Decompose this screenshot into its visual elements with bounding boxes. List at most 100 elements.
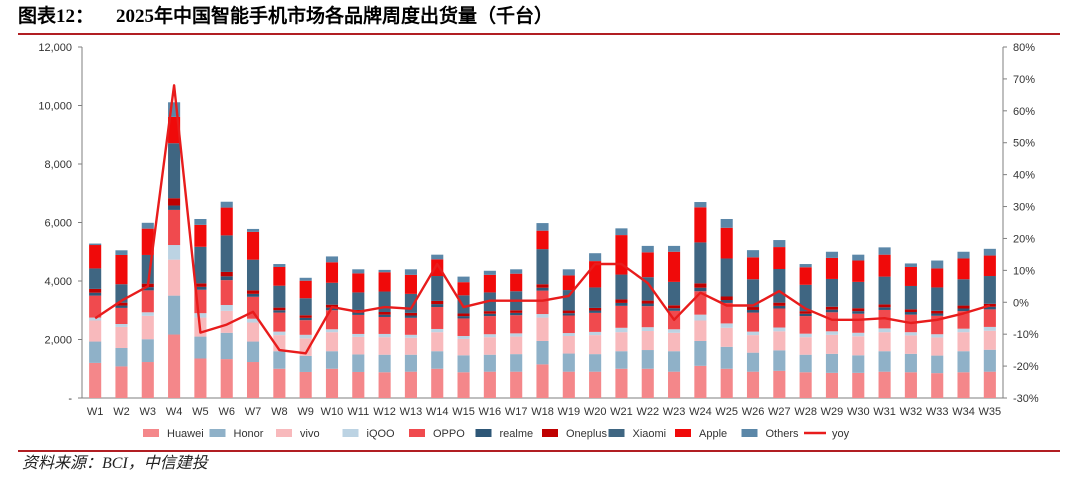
bar-segment-honor bbox=[483, 354, 496, 372]
bar-segment-others bbox=[194, 218, 207, 225]
bar-segment-apple bbox=[220, 207, 233, 236]
bar-segment-huawei bbox=[852, 372, 865, 398]
legend-swatch-huawei bbox=[143, 429, 159, 437]
bar-segment-vivo bbox=[246, 322, 260, 342]
x-tick-label: W7 bbox=[245, 406, 262, 418]
bar-segment-oppo bbox=[115, 307, 128, 324]
bar-segment-huawei bbox=[325, 368, 339, 398]
bar-segment-apple bbox=[457, 282, 470, 296]
bar-segment-iqoo bbox=[483, 334, 496, 338]
bar-segment-honor bbox=[589, 354, 602, 372]
bar-segment-honor bbox=[194, 336, 207, 359]
bar-segment-iqoo bbox=[352, 333, 365, 337]
bar-segment-oneplus bbox=[168, 198, 181, 206]
legend-label-iqoo: iQOO bbox=[367, 428, 396, 440]
right-tick-label: -30% bbox=[1013, 393, 1039, 405]
bar-segment-others bbox=[536, 223, 549, 231]
x-tick-label: W35 bbox=[979, 406, 1002, 418]
bar-segment-realme bbox=[483, 313, 496, 317]
x-tick-label: W23 bbox=[663, 406, 686, 418]
bar-segment-iqoo bbox=[457, 335, 470, 339]
x-tick-label: W15 bbox=[452, 406, 475, 418]
bar-segment-others bbox=[273, 264, 286, 267]
bar-segment-vivo bbox=[641, 331, 654, 351]
bar-segment-iqoo bbox=[694, 314, 707, 321]
bar-segment-honor bbox=[746, 352, 760, 372]
bar-segment-realme bbox=[641, 303, 654, 307]
bar-segment-vivo bbox=[615, 332, 628, 352]
bar-segment-iqoo bbox=[378, 333, 391, 338]
bar-segment-oneplus bbox=[431, 300, 444, 305]
bar-segment-realme bbox=[720, 300, 733, 303]
bar-segment-apple bbox=[510, 273, 523, 292]
bar-segment-xiaomi bbox=[878, 276, 891, 305]
bar-segment-oneplus bbox=[457, 313, 470, 317]
bar-segment-others bbox=[589, 253, 602, 262]
bar-segment-oneplus bbox=[668, 305, 681, 309]
bar-segment-apple bbox=[641, 252, 654, 278]
bar-segment-others bbox=[799, 264, 812, 268]
bar-segment-realme bbox=[352, 312, 365, 315]
bar-segment-huawei bbox=[904, 372, 917, 398]
left-tick-label: 6,000 bbox=[44, 218, 72, 230]
x-tick-label: W4 bbox=[166, 406, 183, 418]
legend-label-apple: Apple bbox=[699, 428, 727, 440]
bar-segment-vivo bbox=[352, 336, 365, 355]
legend-label-others: Others bbox=[766, 428, 800, 440]
bar-segment-honor bbox=[378, 354, 391, 373]
bar-segment-apple bbox=[904, 266, 917, 286]
bar-segment-others bbox=[852, 254, 865, 261]
bar-segment-oppo bbox=[641, 306, 654, 328]
bar-segment-vivo bbox=[589, 335, 602, 355]
bar-segment-oneplus bbox=[799, 311, 812, 314]
bar-segment-others bbox=[983, 248, 996, 256]
bar-segment-huawei bbox=[273, 368, 286, 398]
bar-segment-xiaomi bbox=[852, 281, 865, 309]
bar-segment-oneplus bbox=[931, 310, 944, 314]
weekly-shipments-chart: - 2,000 4,000 6,000 8,000 10,000 12,000 -30% -20… bbox=[38, 42, 1039, 440]
bar-segment-honor bbox=[694, 340, 707, 366]
bar-segment-xiaomi bbox=[931, 287, 944, 311]
left-tick-label: 12,000 bbox=[38, 42, 72, 54]
bar-segment-others bbox=[220, 201, 233, 208]
bar-segment-vivo bbox=[510, 336, 523, 355]
bar-segment-others bbox=[746, 250, 760, 258]
x-tick-label: W5 bbox=[192, 406, 209, 418]
bar-segment-realme bbox=[615, 302, 628, 306]
legend-label-honor: Honor bbox=[234, 428, 264, 440]
bar-segment-vivo bbox=[720, 327, 733, 347]
bar-segment-iqoo bbox=[931, 334, 944, 338]
bar-segment-honor bbox=[352, 354, 365, 372]
bar-segment-oppo bbox=[799, 316, 812, 334]
bar-segment-iqoo bbox=[983, 326, 996, 331]
bar-segment-iqoo bbox=[220, 304, 233, 311]
bar-segment-huawei bbox=[457, 372, 470, 398]
bar-segment-realme bbox=[299, 317, 312, 321]
bar-segment-apple bbox=[536, 230, 549, 250]
left-tick-label: 8,000 bbox=[44, 159, 72, 171]
bar-segment-vivo bbox=[773, 331, 786, 351]
bar-segment-oneplus bbox=[510, 310, 523, 313]
bar-segment-honor bbox=[273, 351, 286, 369]
bar-segment-oneplus bbox=[89, 288, 102, 293]
x-tick-label: W11 bbox=[347, 406, 369, 418]
bar-segment-iqoo bbox=[325, 329, 339, 333]
bar-segment-realme bbox=[378, 314, 391, 317]
bar-segment-oppo bbox=[510, 315, 523, 334]
x-tick-label: W26 bbox=[742, 406, 765, 418]
legend: Huawei Honor vivo iQOO OPPO realme Oneplus Xiao… bbox=[143, 428, 850, 440]
x-tick-label: W1 bbox=[87, 406, 104, 418]
bar-segment-huawei bbox=[536, 364, 549, 398]
bar-segment-others bbox=[378, 269, 391, 273]
bar-segment-apple bbox=[878, 254, 891, 277]
bar-segment-iqoo bbox=[194, 313, 207, 318]
bar-segment-oneplus bbox=[299, 315, 312, 318]
bar-segment-others bbox=[694, 202, 707, 208]
bar-segment-iqoo bbox=[431, 328, 444, 333]
bar-segment-realme bbox=[694, 287, 707, 292]
bar-segment-others bbox=[904, 263, 917, 267]
x-tick-label: W24 bbox=[689, 406, 712, 418]
bar-segment-honor bbox=[852, 355, 865, 373]
bar-segment-iqoo bbox=[168, 245, 181, 260]
x-tick-label: W29 bbox=[821, 406, 844, 418]
